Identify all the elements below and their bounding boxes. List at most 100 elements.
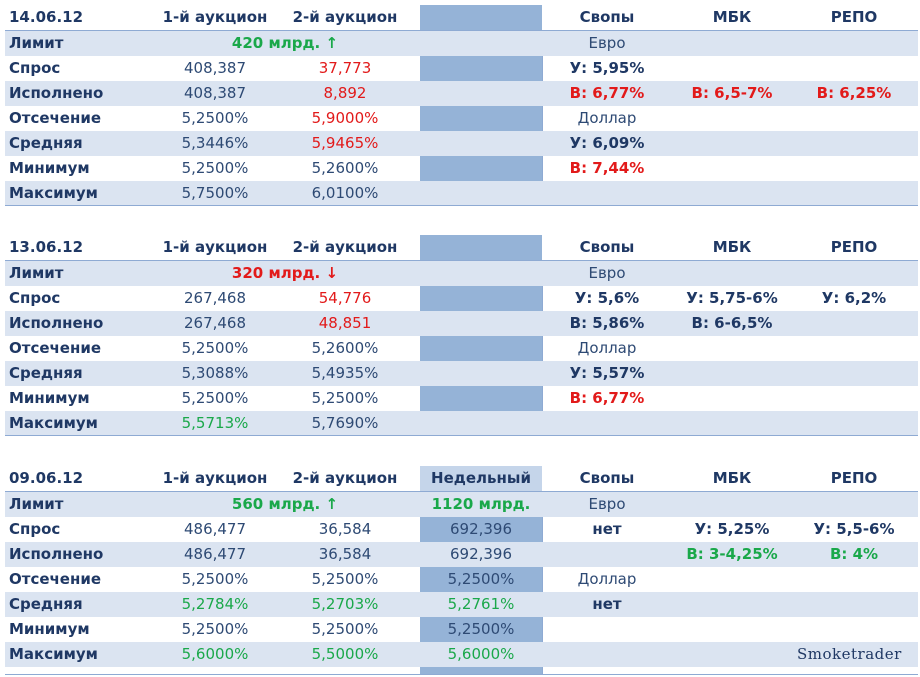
auction-1-value: 5,6000% xyxy=(181,645,249,663)
repo-value: В: 6,25% xyxy=(816,84,892,102)
auction-1-value: 267,468 xyxy=(183,289,247,307)
swap-value: нет xyxy=(592,595,622,613)
auction-2-value: 5,2600% xyxy=(311,159,379,177)
auction-2-value: 8,892 xyxy=(323,84,367,102)
swap-value: В: 5,86% xyxy=(569,314,645,332)
swap-value: У: 6,09% xyxy=(569,134,645,152)
header-row: 13.06.12 1-й аукцион 2-й аукцион Свопы М… xyxy=(5,235,918,261)
table-row: Максимум 5,6000% 5,5000% 5,6000% xyxy=(5,642,918,667)
arrow-down-icon: ↓ xyxy=(325,264,339,282)
table-row: Исполнено 408,387 8,892 В: 6,77% В: 6,5-… xyxy=(5,81,918,106)
auction-1-value: 5,7500% xyxy=(181,184,249,202)
arrow-up-icon: ↑ xyxy=(325,495,339,513)
auction-2-value: 6,0100% xyxy=(311,184,379,202)
table-row: Исполнено 267,468 48,851 В: 5,86% В: 6-6… xyxy=(5,311,918,336)
block-bottom-border xyxy=(5,435,918,436)
swap-value: В: 6,77% xyxy=(569,389,645,407)
row-label: Средняя xyxy=(9,134,83,152)
header-auction-2: 2-й аукцион xyxy=(292,238,398,256)
table-row: Отсечение 5,2500% 5,9000% Доллар xyxy=(5,106,918,131)
weekly-value: 692,396 xyxy=(449,545,513,563)
table-row: Отсечение 5,2500% 5,2500% 5,2500% Доллар xyxy=(5,567,918,592)
table-row: Средняя 5,3088% 5,4935% У: 5,57% xyxy=(5,361,918,386)
auction-1-value: 408,387 xyxy=(183,59,247,77)
header-auction-1: 1-й аукцион xyxy=(162,8,268,26)
header-swaps: Свопы xyxy=(579,8,635,26)
table-row: Спрос 267,468 54,776 У: 5,6% У: 5,75-6% … xyxy=(5,286,918,311)
table-row: Средняя 5,3446% 5,9465% У: 6,09% xyxy=(5,131,918,156)
swap-value: У: 5,95% xyxy=(569,59,645,77)
header-swaps: Свопы xyxy=(579,469,635,487)
header-repo: РЕПО xyxy=(830,469,878,487)
watermark-signature: Smoketrader xyxy=(797,645,902,663)
row-label: Исполнено xyxy=(9,84,104,102)
auction-1-value: 5,3088% xyxy=(181,364,249,382)
weekly-value: 5,2500% xyxy=(447,570,515,588)
blue-column xyxy=(420,466,542,491)
auction-1-value: 5,2500% xyxy=(181,620,249,638)
header-swaps: Свопы xyxy=(579,238,635,256)
mbk-value: У: 5,75-6% xyxy=(686,289,778,307)
row-label: Исполнено xyxy=(9,314,104,332)
column-divider xyxy=(542,55,543,205)
repo-value: У: 5,5-6% xyxy=(813,520,895,538)
date-label: 13.06.12 xyxy=(9,238,84,256)
header-auction-1: 1-й аукцион xyxy=(162,238,268,256)
row-label: Минимум xyxy=(9,389,90,407)
auction-2-value: 5,4935% xyxy=(311,364,379,382)
repo-value: В: 4% xyxy=(829,545,879,563)
auction-2-value: 36,584 xyxy=(318,545,372,563)
swap-value: В: 7,44% xyxy=(569,159,645,177)
auction-1-value: 5,5713% xyxy=(181,414,249,432)
block-bottom-border xyxy=(5,205,918,206)
swap-value: У: 5,6% xyxy=(574,289,640,307)
header-auction-2: 2-й аукцион xyxy=(292,8,398,26)
table-block-09-06-12: 09.06.12 1-й аукцион 2-й аукцион Недельн… xyxy=(5,466,918,675)
row-label: Спрос xyxy=(9,289,61,307)
table-block-14-06-12: 14.06.12 1-й аукцион 2-й аукцион Свопы М… xyxy=(5,5,918,206)
auction-2-value: 5,2500% xyxy=(311,389,379,407)
weekly-value: 5,2500% xyxy=(447,620,515,638)
table-row: Максимум 5,5713% 5,7690% xyxy=(5,411,918,436)
row-label: Лимит xyxy=(9,264,64,282)
row-label: Средняя xyxy=(9,595,83,613)
table-row: Минимум 5,2500% 5,2500% В: 6,77% xyxy=(5,386,918,411)
swap-value: В: 6,77% xyxy=(569,84,645,102)
auction-2-value: 5,2600% xyxy=(311,339,379,357)
auction-2-value: 5,2703% xyxy=(311,595,379,613)
swap-currency-label: Доллар xyxy=(577,339,637,357)
auction-1-value: 5,2500% xyxy=(181,109,249,127)
table-block-13-06-12: 13.06.12 1-й аукцион 2-й аукцион Свопы М… xyxy=(5,235,918,436)
header-mbk: МБК xyxy=(712,469,752,487)
row-label: Отсечение xyxy=(9,109,102,127)
row-label: Максимум xyxy=(9,184,98,202)
swap-currency-label: Доллар xyxy=(577,109,637,127)
swap-currency-label: Евро xyxy=(588,34,626,52)
row-label: Спрос xyxy=(9,59,61,77)
mbk-value: В: 6-6,5% xyxy=(691,314,773,332)
limit-value: 560 млрд. ↑ xyxy=(231,495,339,513)
weekly-limit-value: 1120 млрд. xyxy=(431,495,531,513)
limit-row: Лимит 420 млрд. ↑ Евро xyxy=(5,31,918,56)
header-row: 09.06.12 1-й аукцион 2-й аукцион Недельн… xyxy=(5,466,918,492)
table-row: Отсечение 5,2500% 5,2600% Доллар xyxy=(5,336,918,361)
header-auction-1: 1-й аукцион xyxy=(162,469,268,487)
auction-2-value: 5,7690% xyxy=(311,414,379,432)
row-label: Минимум xyxy=(9,159,90,177)
column-divider xyxy=(542,285,543,435)
row-label: Лимит xyxy=(9,34,64,52)
swap-value: У: 5,57% xyxy=(569,364,645,382)
limit-value: 420 млрд. ↑ xyxy=(231,34,339,52)
auction-1-value: 486,477 xyxy=(183,545,247,563)
row-label: Отсечение xyxy=(9,570,102,588)
table-row: Минимум 5,2500% 5,2600% В: 7,44% xyxy=(5,156,918,181)
auction-1-value: 5,2500% xyxy=(181,339,249,357)
weekly-value: 692,396 xyxy=(449,520,513,538)
auction-2-value: 36,584 xyxy=(318,520,372,538)
block-bottom-border xyxy=(5,674,918,675)
auction-2-value: 5,2500% xyxy=(311,570,379,588)
table-row: Максимум 5,7500% 6,0100% xyxy=(5,181,918,206)
auction-1-value: 5,2500% xyxy=(181,570,249,588)
row-label: Лимит xyxy=(9,495,64,513)
header-mbk: МБК xyxy=(712,238,752,256)
